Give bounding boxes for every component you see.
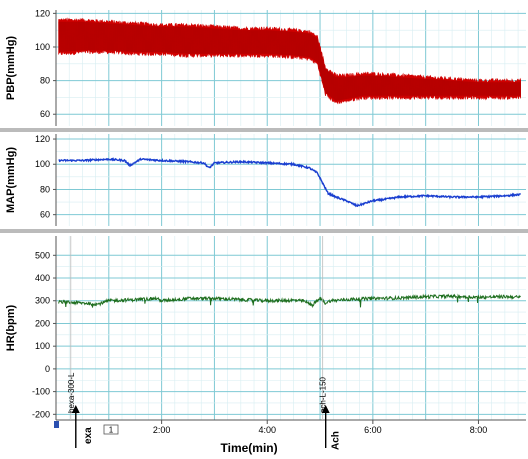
x-tick-label: 8:00 <box>470 425 488 435</box>
y-tick-label: -200 <box>32 409 50 419</box>
plot-area <box>56 134 526 226</box>
series-line <box>58 157 521 208</box>
y-tick-label: 120 <box>35 8 50 18</box>
event-arrow-label: Ach <box>331 431 342 450</box>
x-tick-label: 2:00 <box>153 425 171 435</box>
y-tick-label: 80 <box>40 76 50 86</box>
y-tick-label: 100 <box>35 42 50 52</box>
scroll-start-handle[interactable] <box>54 421 59 428</box>
y-tick-label: 100 <box>35 341 50 351</box>
page-indicator[interactable]: 1 <box>103 424 119 435</box>
event-marker[interactable]: ach-L-150 Ach <box>319 236 342 450</box>
panel-1: 120 100 80 60 PBP(mmHg) <box>0 8 528 132</box>
y-tick-label: 60 <box>40 109 50 119</box>
page-number: 1 <box>109 426 114 435</box>
y-tick-label: 120 <box>35 134 50 144</box>
y-tick-label: 0 <box>45 364 50 374</box>
series-oscillation <box>58 21 521 101</box>
y-tick-label: -100 <box>32 387 50 397</box>
plot-area <box>56 236 526 420</box>
event-label: hexa-300-L <box>67 372 76 413</box>
event-arrow-label: exa <box>83 427 94 444</box>
y-tick-label: 100 <box>35 159 50 169</box>
y-tick-label: 300 <box>35 296 50 306</box>
panel-3: 500 400 300 200 100 0 -100 -200 HR(bpm) <box>5 236 526 420</box>
x-axis-title: Time(min) <box>221 441 278 455</box>
y-axis-label: MAP(mmHg) <box>5 147 17 213</box>
x-tick-label: 6:00 <box>364 425 382 435</box>
series-line <box>58 293 521 309</box>
y-tick-label: 200 <box>35 318 50 328</box>
arrow-head-icon <box>321 405 330 413</box>
y-tick-label: 60 <box>40 210 50 220</box>
y-tick-label: 500 <box>35 250 50 260</box>
panel-separator[interactable] <box>0 229 528 233</box>
y-axis-label: PBP(mmHg) <box>5 36 17 101</box>
arrow-head-icon <box>71 405 80 413</box>
y-tick-label: 400 <box>35 273 50 283</box>
y-tick-label: 80 <box>40 184 50 194</box>
panel-2: 120 100 80 60 MAP(mmHg) <box>0 134 528 233</box>
y-axis-label: HR(bpm) <box>5 304 17 351</box>
event-label: ach-L-150 <box>319 376 328 413</box>
x-tick-label: 4:00 <box>258 425 276 435</box>
panel-separator[interactable] <box>0 128 528 132</box>
event-marker[interactable]: hexa-300-L exa <box>67 236 94 448</box>
